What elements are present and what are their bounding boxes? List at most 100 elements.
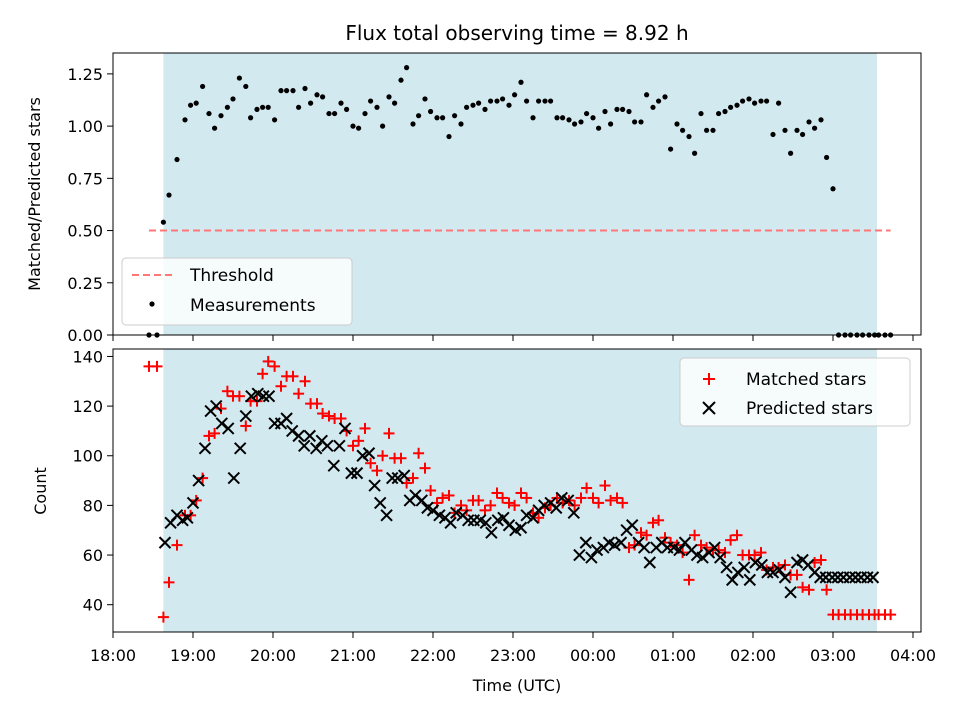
predicted-star-point (778, 571, 792, 584)
matched-star-point (635, 527, 647, 539)
measurement-point (674, 121, 680, 127)
predicted-star-point (280, 412, 293, 425)
matched-star-point (365, 457, 377, 469)
matched-star-point (383, 427, 395, 439)
measurement-point (488, 98, 494, 104)
measurement-point (314, 92, 320, 98)
measurement-point (662, 94, 668, 100)
measurement-point (740, 98, 746, 104)
time-x-tick-label: 02:00 (730, 646, 776, 665)
predicted-star-point (215, 417, 229, 430)
predicted-star-point (637, 541, 651, 554)
matched-star-point (611, 492, 623, 504)
predicted-star-point (696, 551, 709, 564)
ratio-axes-frame (112, 52, 922, 336)
measurement-point (374, 104, 380, 110)
ratio-legend-box (121, 257, 353, 326)
matched-star-point (885, 609, 897, 621)
matched-star-point (240, 420, 252, 432)
matched-star-point (419, 462, 431, 474)
matched-star-point (491, 487, 503, 499)
predicted-star-point (555, 491, 569, 505)
measurement-point (548, 98, 554, 104)
predicted-star-point (861, 571, 874, 584)
measurement-point (446, 133, 452, 140)
predicted-legend-label: Predicted stars (746, 399, 873, 419)
matched-star-point (653, 514, 665, 526)
time-x-ticks: 18:00 19:00 20:00 21:00 22:00 23:00 00:00 01:00… (90, 632, 936, 665)
predicted-star-point (262, 389, 276, 403)
measurements-legend-swatch (149, 301, 155, 307)
measurement-point (596, 125, 602, 131)
ratio-legend: Threshold Measurements (121, 257, 353, 326)
measurement-point (166, 192, 172, 198)
matched-star-point (287, 370, 299, 382)
matched-star-point (335, 413, 347, 425)
measurement-points (146, 65, 894, 338)
matched-star-point (803, 584, 815, 596)
matched-star-point (521, 492, 533, 504)
time-x-tick-label: 20:00 (250, 646, 296, 665)
matched-star-point (617, 497, 629, 509)
matched-star-point (293, 388, 305, 400)
measurement-point (506, 102, 512, 108)
matched-star-point (647, 517, 659, 529)
predicted-star-points (158, 387, 880, 599)
matched-star-point (665, 537, 677, 549)
predicted-star-point (333, 439, 346, 453)
measurement-point (248, 115, 254, 121)
matched-star-point (659, 532, 671, 544)
matched-star-point (599, 480, 611, 492)
measurement-point (560, 115, 566, 121)
matched-star-point (299, 375, 311, 387)
measurement-point (494, 98, 500, 104)
predicted-star-point (292, 429, 305, 443)
matched-star-point (425, 485, 437, 496)
matched-star-point (509, 499, 521, 511)
predicted-star-point (497, 511, 510, 525)
measurement-point (230, 96, 236, 102)
measurement-point (728, 104, 734, 110)
predicted-star-point (415, 494, 429, 507)
predicted-star-point (590, 543, 604, 557)
measurement-point (638, 119, 644, 125)
measurement-point (686, 133, 692, 140)
predicted-star-point (350, 466, 364, 480)
matched-star-point (497, 492, 509, 504)
measurement-point (398, 77, 404, 83)
count-y-ticks: 40 60 80 100 120 140 (72, 347, 113, 615)
measurement-point (416, 113, 422, 119)
measurement-point (746, 96, 752, 102)
ratio-y-tick-label: 1.25 (67, 65, 103, 84)
predicted-star-point (725, 573, 739, 587)
measurements-legend-label: Measurements (190, 296, 316, 316)
matched-star-point (725, 534, 737, 546)
time-x-tick-label: 01:00 (650, 646, 696, 665)
matched-star-point (413, 447, 425, 459)
measurement-point (278, 88, 284, 94)
predicted-star-point (227, 471, 241, 485)
predicted-star-point (397, 469, 411, 482)
measurement-point (350, 123, 356, 129)
measurement-point (572, 121, 578, 127)
measurement-point (160, 219, 166, 225)
predicted-star-point (755, 558, 769, 572)
measurement-point (356, 125, 362, 131)
predicted-star-point (391, 471, 405, 485)
measurement-point (770, 131, 776, 138)
measurement-point (734, 102, 740, 108)
matched-star-point (197, 472, 209, 484)
predicted-star-point (514, 521, 528, 534)
matched-star-point (395, 452, 407, 464)
count-y-tick-label: 120 (72, 397, 103, 416)
predicted-star-point (485, 526, 498, 539)
measurement-point (174, 156, 180, 163)
measurement-point (716, 110, 722, 117)
measurement-point (776, 100, 782, 106)
count-axes-frame (112, 348, 922, 633)
predicted-star-point (380, 509, 393, 522)
predicted-star-point (520, 509, 533, 522)
measurement-point (265, 104, 271, 110)
predicted-star-point (221, 422, 235, 435)
time-x-tick-label: 00:00 (570, 646, 616, 665)
